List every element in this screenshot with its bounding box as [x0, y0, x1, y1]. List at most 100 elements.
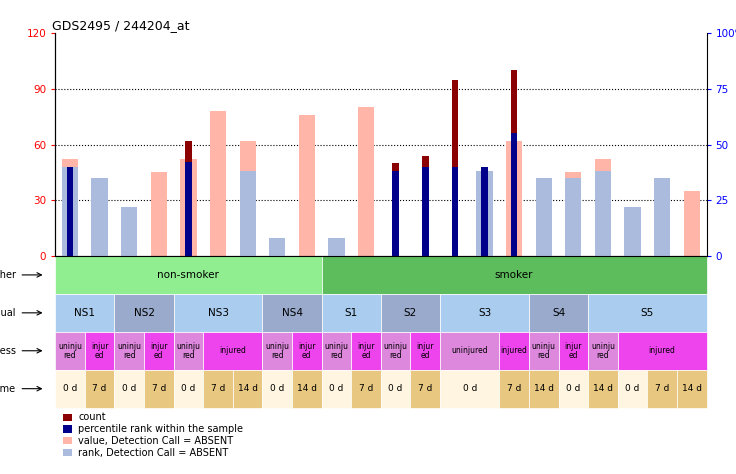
Bar — [62, 159, 78, 256]
Text: 7 d: 7 d — [655, 384, 669, 393]
Text: 7 d: 7 d — [507, 384, 521, 393]
Bar — [180, 159, 197, 256]
Bar — [654, 178, 670, 256]
Text: 0 d: 0 d — [462, 384, 477, 393]
Bar — [499, 370, 529, 408]
Text: 7 d: 7 d — [152, 384, 166, 393]
Bar — [499, 332, 529, 370]
Text: smoker: smoker — [495, 270, 534, 280]
Bar — [440, 294, 529, 332]
Bar — [588, 370, 618, 408]
Text: 7 d: 7 d — [418, 384, 433, 393]
Bar — [91, 211, 107, 256]
Bar — [263, 332, 292, 370]
Bar — [144, 370, 174, 408]
Text: count: count — [78, 412, 106, 422]
Bar — [392, 171, 399, 256]
Bar — [422, 167, 428, 256]
Text: injur
ed: injur ed — [357, 342, 375, 360]
Bar — [239, 171, 256, 256]
Bar — [481, 167, 488, 256]
Bar — [292, 370, 322, 408]
Bar — [565, 173, 581, 256]
Text: 0 d: 0 d — [63, 384, 77, 393]
Text: injur
ed: injur ed — [298, 342, 316, 360]
Bar — [263, 370, 292, 408]
Text: 14 d: 14 d — [593, 384, 613, 393]
Text: 14 d: 14 d — [682, 384, 701, 393]
Text: S1: S1 — [344, 308, 358, 318]
Text: percentile rank within the sample: percentile rank within the sample — [78, 424, 243, 434]
Text: 7 d: 7 d — [359, 384, 373, 393]
Bar — [91, 178, 107, 256]
Bar — [185, 163, 191, 256]
Bar — [322, 332, 351, 370]
Bar — [422, 155, 428, 256]
Bar — [233, 370, 263, 408]
Bar — [203, 370, 233, 408]
Text: NS1: NS1 — [74, 308, 95, 318]
Bar — [440, 370, 499, 408]
Bar — [529, 370, 559, 408]
Bar — [351, 332, 381, 370]
Text: injured: injured — [648, 346, 676, 355]
Text: 14 d: 14 d — [534, 384, 553, 393]
Bar — [595, 171, 611, 256]
Text: uninjured: uninjured — [451, 346, 488, 355]
Text: S4: S4 — [552, 308, 565, 318]
Bar — [381, 294, 440, 332]
Bar — [174, 370, 203, 408]
Bar — [536, 178, 552, 256]
Text: other: other — [0, 270, 16, 280]
Bar — [588, 294, 707, 332]
Bar — [392, 163, 399, 256]
Text: uninju
red: uninju red — [591, 342, 615, 360]
Bar — [67, 167, 74, 256]
Bar — [452, 80, 458, 256]
Text: individual: individual — [0, 308, 16, 318]
Text: uninju
red: uninju red — [58, 342, 82, 360]
Bar — [174, 332, 203, 370]
Text: 7 d: 7 d — [93, 384, 107, 393]
Bar — [511, 70, 517, 256]
Bar — [55, 294, 114, 332]
Bar — [559, 370, 588, 408]
Bar — [328, 238, 344, 256]
Bar — [322, 294, 381, 332]
Bar — [263, 294, 322, 332]
Text: time: time — [0, 383, 16, 394]
Bar — [536, 178, 552, 256]
Bar — [299, 115, 315, 256]
Text: NS2: NS2 — [133, 308, 155, 318]
Text: GDS2495 / 244204_at: GDS2495 / 244204_at — [52, 19, 189, 32]
Text: uninju
red: uninju red — [531, 342, 556, 360]
Bar — [506, 141, 523, 256]
Bar — [114, 294, 174, 332]
Text: value, Detection Call = ABSENT: value, Detection Call = ABSENT — [78, 436, 233, 446]
Bar — [85, 370, 114, 408]
Bar — [144, 332, 174, 370]
Bar — [55, 370, 85, 408]
Text: uninju
red: uninju red — [117, 342, 141, 360]
Bar — [322, 256, 707, 294]
Text: 14 d: 14 d — [297, 384, 317, 393]
Bar — [121, 207, 138, 256]
Text: injur
ed: injur ed — [150, 342, 168, 360]
Text: NS3: NS3 — [208, 308, 229, 318]
Text: injured: injured — [219, 346, 247, 355]
Text: 0 d: 0 d — [389, 384, 403, 393]
Text: uninju
red: uninju red — [325, 342, 348, 360]
Bar — [595, 159, 611, 256]
Bar — [239, 141, 256, 256]
Bar — [559, 332, 588, 370]
Bar — [358, 108, 374, 256]
Bar — [114, 332, 144, 370]
Text: 0 d: 0 d — [181, 384, 196, 393]
Text: uninju
red: uninju red — [265, 342, 289, 360]
Bar — [440, 332, 499, 370]
Bar — [411, 332, 440, 370]
Bar — [114, 370, 144, 408]
Bar — [185, 141, 191, 256]
Bar — [677, 370, 707, 408]
Text: 0 d: 0 d — [626, 384, 640, 393]
